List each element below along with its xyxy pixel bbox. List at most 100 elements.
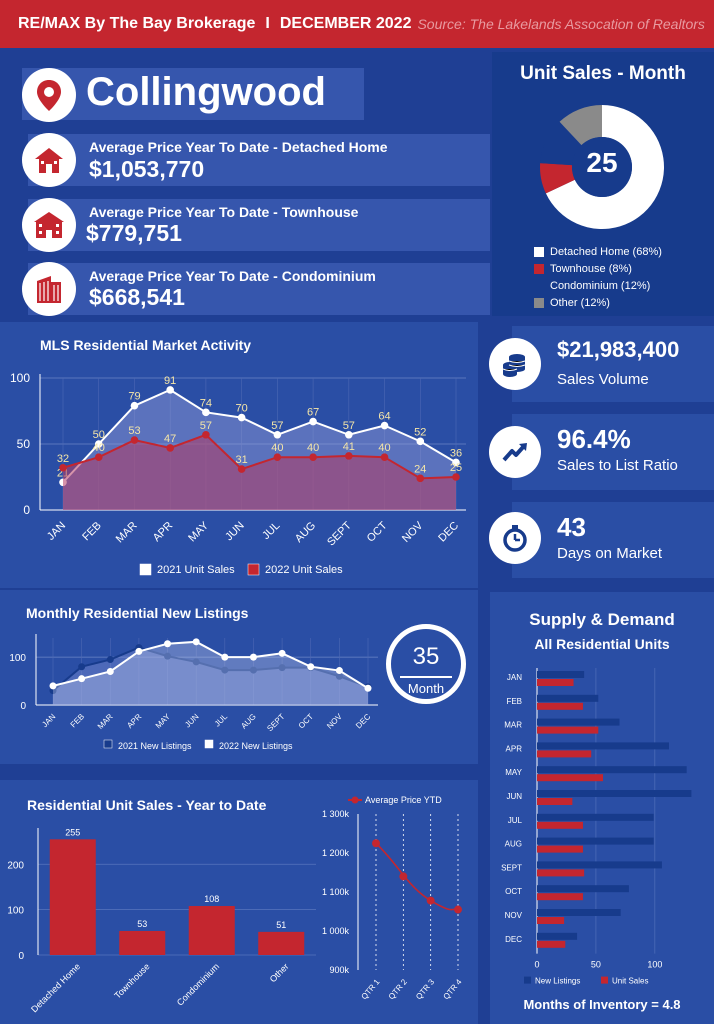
bar-new-listings xyxy=(537,694,599,702)
data-point xyxy=(416,474,425,483)
avg-price-ytd-chart: Average Price YTD 900k 1 000k 1 100k 1 200k 1… xyxy=(322,795,464,1001)
y-tick-label: 50 xyxy=(17,437,31,451)
donut-title: Unit Sales - Month xyxy=(520,63,686,84)
bar xyxy=(258,931,305,955)
legend-label: 2021 New Listings xyxy=(118,741,192,751)
bar-unit-sales xyxy=(537,679,574,686)
x-tick-label: MAR xyxy=(96,712,115,731)
y-tick-label: 900k xyxy=(329,965,349,975)
months-of-inventory: Months of Inventory = 4.8 xyxy=(523,997,681,1012)
report-month: DECEMBER 2022 xyxy=(279,15,412,32)
x-tick-label: QTR 3 xyxy=(414,977,436,1001)
x-tick-label: Other xyxy=(268,961,291,984)
y-tick-label: 1 100k xyxy=(322,887,350,897)
coins-icon xyxy=(489,338,541,390)
bar xyxy=(49,839,96,955)
y-tick-label: 100 xyxy=(10,371,30,385)
data-label: 64 xyxy=(378,411,390,423)
data-point xyxy=(237,465,246,473)
donut-hole xyxy=(572,137,632,197)
data-point xyxy=(454,905,462,914)
series-line xyxy=(52,646,369,692)
legend-label: Unit Sales xyxy=(612,977,648,986)
legend-label: 2022 New Listings xyxy=(219,741,293,751)
x-tick-label: MAY xyxy=(154,712,173,731)
legend-swatch xyxy=(524,976,531,984)
data-point xyxy=(416,437,425,446)
data-point xyxy=(49,687,57,695)
data-point xyxy=(372,839,380,848)
header-separator: I xyxy=(265,15,270,32)
y-tick-label: 200 xyxy=(7,860,24,871)
bar-value-label: 51 xyxy=(276,920,286,930)
mls-chart-title: MLS Residential Market Activity xyxy=(40,337,252,353)
data-label: 91 xyxy=(164,375,176,387)
bar-unit-sales xyxy=(537,726,599,734)
data-label: 57 xyxy=(200,420,212,432)
data-point xyxy=(364,684,372,692)
legend-swatch xyxy=(247,563,260,576)
data-point xyxy=(399,872,408,881)
bar-new-listings xyxy=(537,861,662,869)
x-tick-label: Townhouse xyxy=(112,961,151,1000)
data-label: 74 xyxy=(200,397,212,409)
bar-new-listings xyxy=(537,671,585,678)
donut-slice xyxy=(545,105,664,229)
data-label: 24 xyxy=(414,463,426,475)
data-label: 57 xyxy=(271,420,283,432)
legend-swatch xyxy=(534,246,544,257)
new-listings-chart: 0 100 JAN FEB MAR APR MAY JUN JUL AUG SEPT OCT NOV DE… xyxy=(9,634,378,751)
x-tick-label: FEB xyxy=(80,520,104,544)
data-point xyxy=(345,430,353,439)
data-point xyxy=(380,453,389,461)
y-tick-label: APR xyxy=(506,744,523,753)
data-label: 25 xyxy=(450,462,462,474)
data-point xyxy=(278,649,286,657)
data-point xyxy=(192,638,200,646)
brokerage-name: RE/MAX By The Bay Brokerage xyxy=(18,15,256,32)
unit-sales-ytd-chart: 0 100 200 255 Detached Home 53 Townhouse 108 Con… xyxy=(7,827,316,1014)
series-area xyxy=(53,647,368,705)
supply-demand-chart: 0 50 100 JAN FEB MAR APR MAY JUN JUL AUG SEPT OCT NOV… xyxy=(501,668,692,986)
stat-panel-days xyxy=(512,502,714,578)
supply-demand-title: Supply & Demand xyxy=(529,610,675,629)
price-value-townhouse: $779,751 xyxy=(86,220,182,246)
price-label-detached: Average Price Year To Date - Detached Ho… xyxy=(89,139,388,155)
bar-value-label: 108 xyxy=(204,894,219,904)
data-point xyxy=(78,663,86,671)
y-tick-label: NOV xyxy=(505,911,523,920)
bar-new-listings xyxy=(537,813,654,821)
stat-label-ratio: Sales to List Ratio xyxy=(557,457,678,474)
data-point xyxy=(202,430,210,439)
price-row-condo xyxy=(28,263,490,315)
x-tick-label: DEC xyxy=(436,520,461,545)
donut-legend-item: Detached Home (68%) xyxy=(534,243,704,260)
y-tick-label: DEC xyxy=(505,935,522,944)
bar-unit-sales xyxy=(537,702,583,710)
x-tick-label: JAN xyxy=(40,712,57,729)
legend-swatch xyxy=(103,739,113,749)
legend-label: Average Price YTD xyxy=(365,795,442,805)
unit-sales-donut-chart xyxy=(540,105,664,229)
price-value-condo: $668,541 xyxy=(89,284,185,310)
bar-unit-sales xyxy=(537,893,583,901)
x-tick-label: JUL xyxy=(213,712,230,729)
data-point xyxy=(345,452,353,460)
data-source: Source: The Lakelands Assocation of Real… xyxy=(417,16,705,32)
data-label: 47 xyxy=(164,433,176,445)
data-label: 36 xyxy=(450,447,462,459)
bar-unit-sales xyxy=(537,940,566,948)
data-point xyxy=(452,473,460,481)
data-label: 40 xyxy=(93,442,105,454)
y-tick-label: JAN xyxy=(507,673,522,682)
x-tick-label: OCT xyxy=(297,712,315,730)
stopwatch-icon xyxy=(489,512,541,564)
data-point xyxy=(452,458,460,467)
x-tick-label: JUN xyxy=(223,520,247,544)
data-point xyxy=(237,413,246,422)
townhouse-icon xyxy=(22,198,76,252)
data-point xyxy=(335,667,343,675)
condo-building-icon xyxy=(22,262,76,316)
data-label: 40 xyxy=(378,442,390,454)
series-area xyxy=(63,434,456,510)
